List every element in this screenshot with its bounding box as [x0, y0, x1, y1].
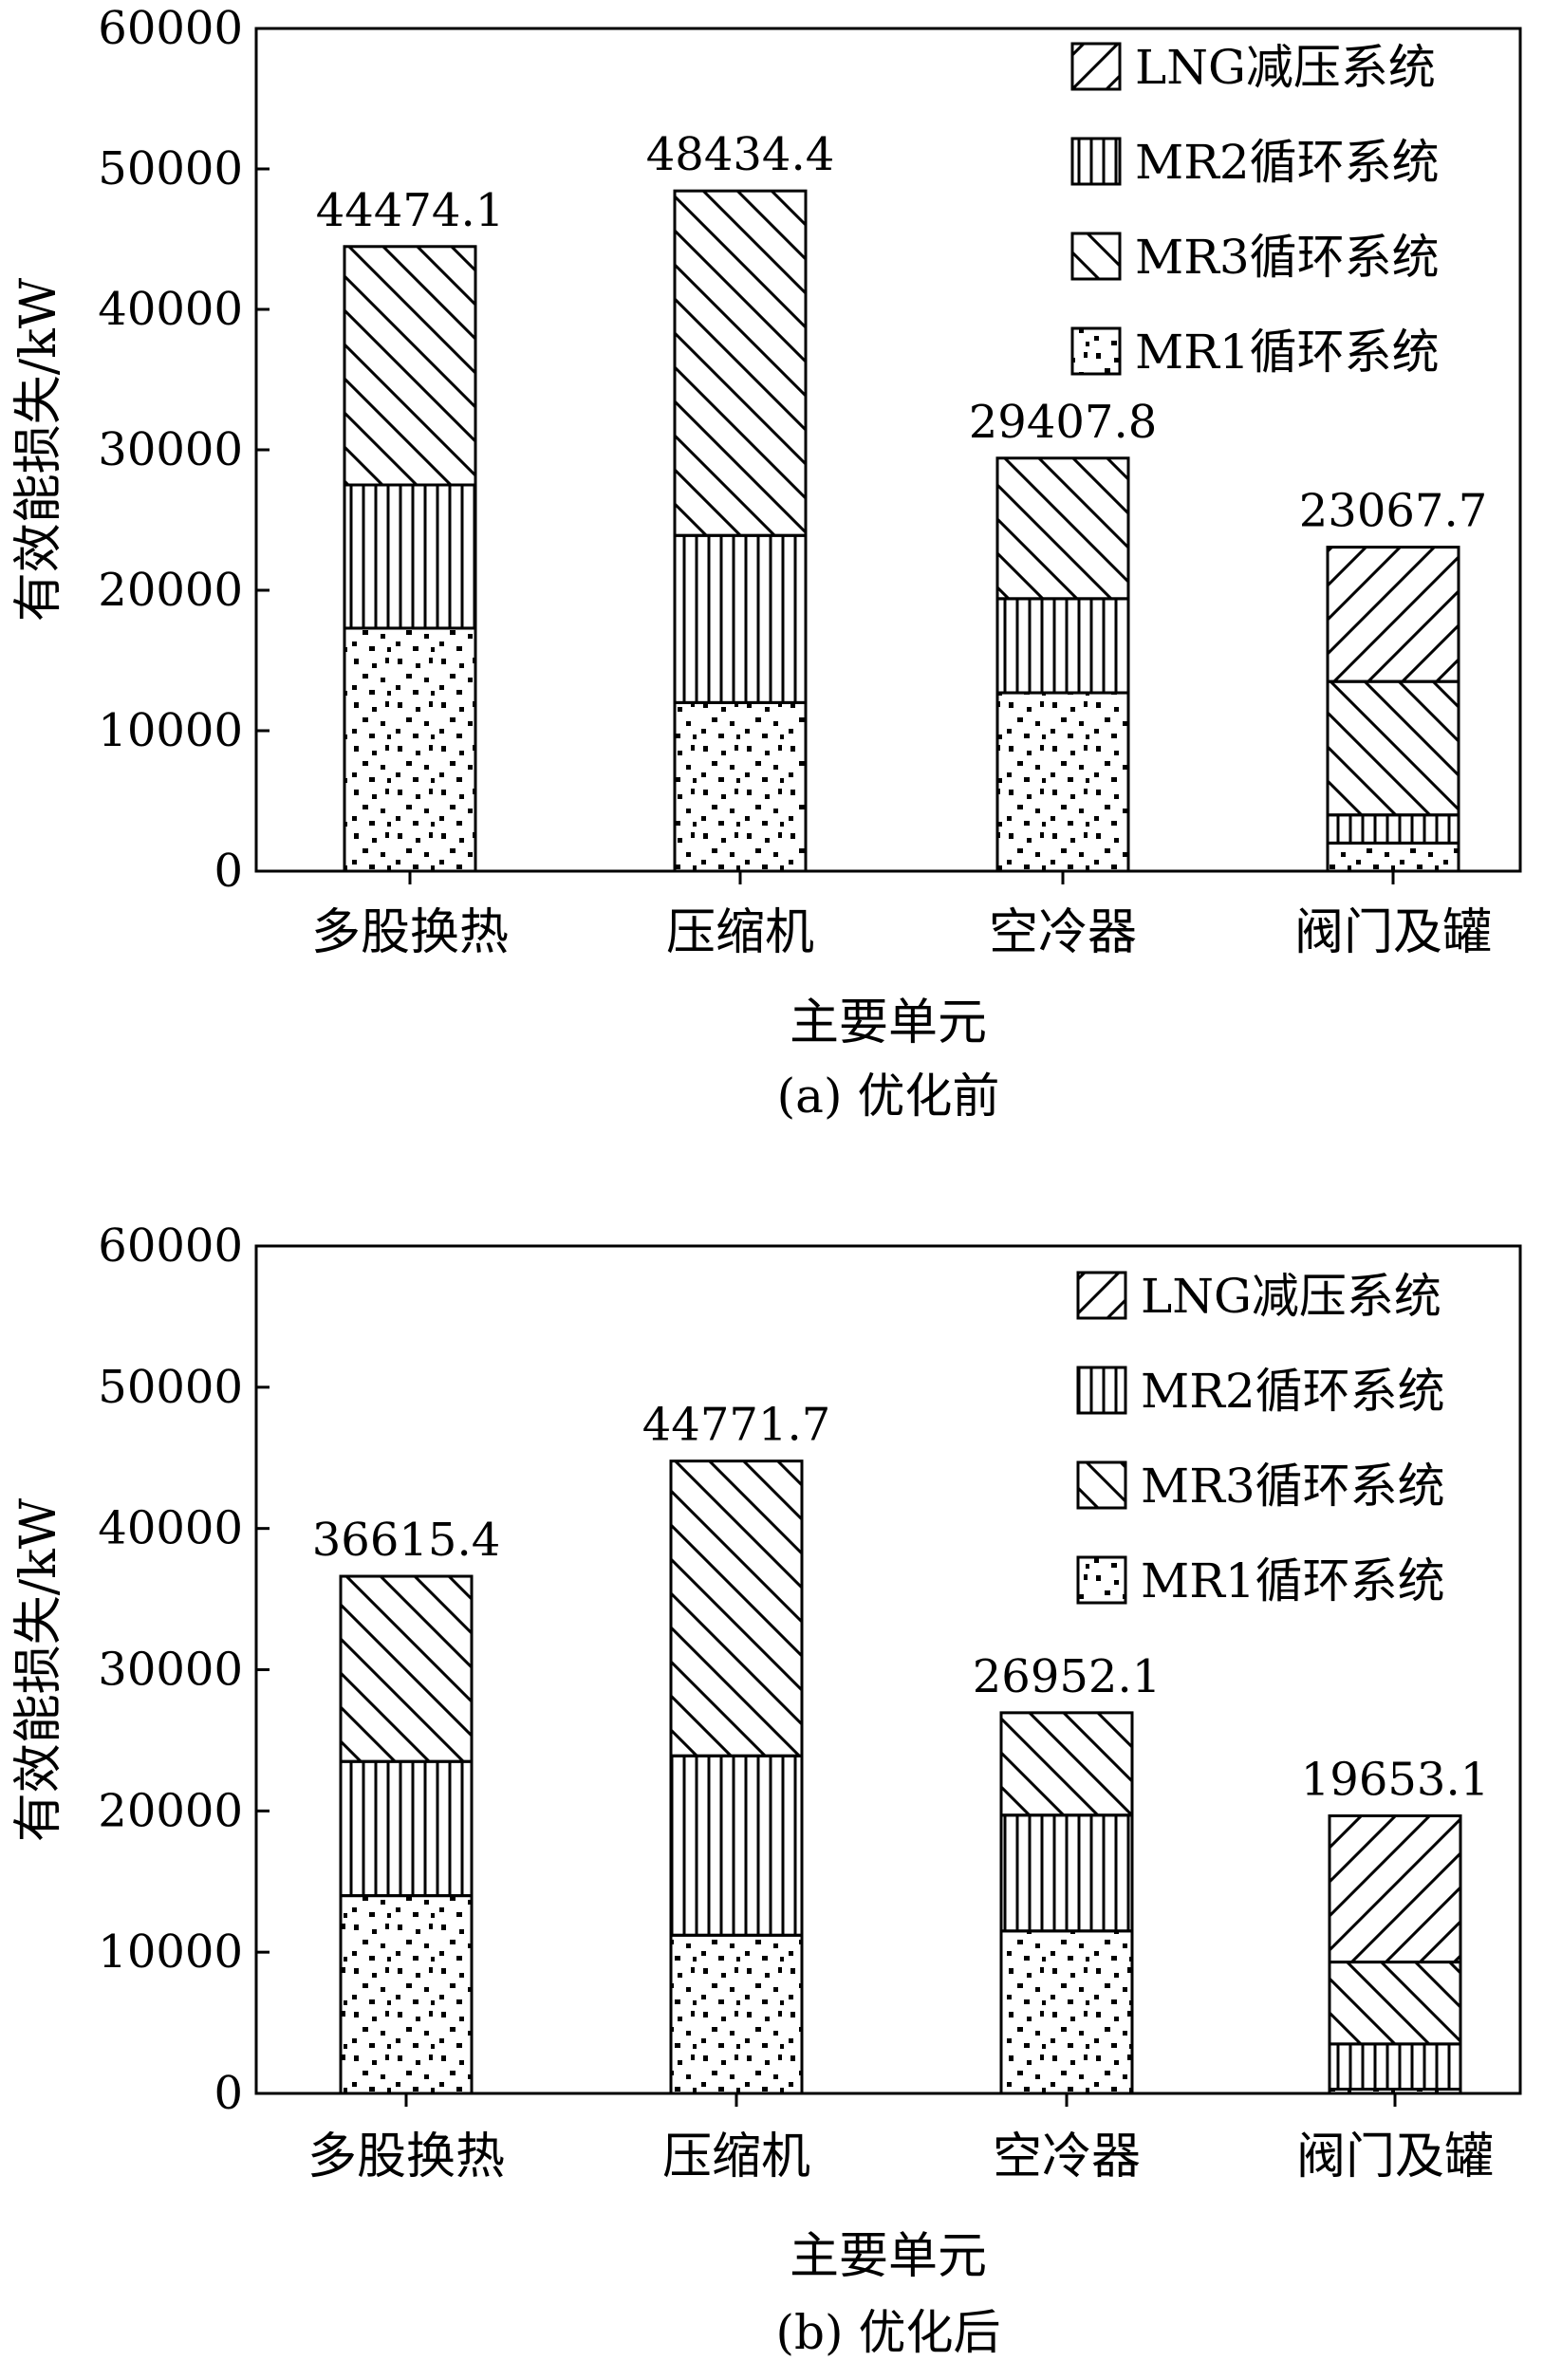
bar-segment-vertical — [673, 533, 808, 704]
y-tick-label: 30000 — [98, 423, 243, 476]
legend-label: MR3循环系统 — [1141, 1459, 1445, 1514]
bar-segment-slash — [1326, 546, 1460, 683]
bar-segment-vertical — [995, 597, 1130, 695]
y-axis: 0 10000 20000 30000 40000 50000 60000 — [98, 2, 270, 898]
category-label: 空冷器 — [993, 2129, 1141, 2185]
bar-segment-vertical — [343, 483, 477, 630]
bar-stacks — [343, 189, 1460, 873]
legend-swatch — [1070, 326, 1122, 376]
bar-total-label: 29407.8 — [969, 396, 1158, 449]
y-tick-label: 20000 — [98, 1784, 243, 1837]
bar-segment-dots — [995, 691, 1130, 873]
x-axis-categories: 多股换热 压缩机 空冷器 阀门及罐 — [307, 2093, 1494, 2185]
y-tick-label: 60000 — [98, 1219, 243, 1273]
y-tick-label: 50000 — [98, 1361, 243, 1414]
y-tick-label: 60000 — [98, 2, 243, 55]
bar-segment-slash — [1328, 1813, 1462, 1964]
bar-segment-dots — [339, 1894, 474, 2095]
category-label: 阀门及罐 — [1294, 904, 1492, 961]
y-axis-label: 有效能损失/kW — [10, 277, 67, 622]
bar-segment-vertical — [339, 1759, 474, 1898]
bar-segment-backslash — [999, 1711, 1134, 1817]
bar-total-label: 48434.4 — [646, 128, 835, 181]
bar-segment-backslash — [343, 245, 477, 487]
y-axis-label: 有效能损失/kW — [10, 1497, 67, 1842]
x-axis-categories: 多股换热 压缩机 空冷器 阀门及罐 — [311, 871, 1492, 961]
category-label: 压缩机 — [666, 904, 814, 961]
y-tick-label: 10000 — [98, 704, 243, 757]
bar-total-label: 44771.7 — [642, 1399, 831, 1452]
bar-segment-dots — [999, 1929, 1134, 2095]
bar-total-label: 19653.1 — [1301, 1753, 1490, 1806]
chart-panel-after: 0 10000 20000 30000 40000 50000 60000 36615.4 4… — [10, 1219, 1522, 2360]
legend-label: MR2循环系统 — [1135, 135, 1440, 190]
y-axis: 0 10000 20000 30000 40000 50000 60000 — [98, 1219, 270, 2120]
total-labels: 44474.1 48434.4 29407.8 23067.7 — [316, 128, 1488, 537]
legend-label: MR3循环系统 — [1135, 230, 1440, 285]
panel-caption: (b) 优化后 — [776, 2305, 1001, 2360]
bar-total-label: 44474.1 — [316, 184, 505, 237]
legend-swatch — [1076, 1366, 1127, 1415]
bar-total-label: 23067.7 — [1299, 485, 1488, 538]
category-label: 压缩机 — [662, 2129, 810, 2185]
bar-segment-vertical — [669, 1754, 804, 1937]
bar-segment-backslash — [995, 456, 1130, 601]
y-tick-label: 40000 — [98, 283, 243, 336]
category-label: 多股换热 — [311, 904, 509, 961]
y-tick-label: 30000 — [98, 1644, 243, 1697]
bar-segment-backslash — [673, 189, 808, 537]
y-tick-label: 50000 — [98, 142, 243, 195]
legend-swatch — [1070, 232, 1122, 281]
legend: LNG减压系统 MR2循环系统 MR3循环系统 MR1循环系统 — [1070, 40, 1440, 380]
bar-total-label: 26952.1 — [973, 1650, 1162, 1703]
legend-swatch — [1070, 42, 1122, 91]
x-axis-label: 主要单元 — [790, 995, 987, 1051]
bar-stacks — [339, 1460, 1462, 2095]
category-label: 空冷器 — [989, 904, 1137, 961]
bar-segment-backslash — [1326, 679, 1460, 817]
legend-swatch — [1076, 1555, 1127, 1605]
total-labels: 36615.4 44771.7 26952.1 19653.1 — [312, 1399, 1490, 1807]
category-label: 多股换热 — [307, 2129, 505, 2185]
bar-segment-dots — [669, 1933, 804, 2095]
x-axis-label: 主要单元 — [790, 2228, 987, 2285]
y-tick-label: 20000 — [98, 564, 243, 617]
y-tick-label: 0 — [214, 845, 243, 898]
bar-segment-dots — [343, 626, 477, 873]
legend-swatch — [1070, 137, 1122, 186]
legend-label: LNG减压系统 — [1141, 1269, 1441, 1324]
legend-swatch — [1076, 1460, 1127, 1510]
legend-label: MR2循环系统 — [1141, 1364, 1445, 1419]
bar-segment-dots — [673, 700, 808, 873]
bar-total-label: 36615.4 — [312, 1514, 501, 1567]
panel-caption: (a) 优化前 — [777, 1069, 1000, 1124]
bar-segment-vertical — [1326, 813, 1460, 845]
y-tick-label: 10000 — [98, 1925, 243, 1979]
y-tick-label: 0 — [214, 2067, 243, 2120]
legend-label: MR1循环系统 — [1135, 325, 1440, 380]
bar-segment-backslash — [1328, 1961, 1462, 2046]
bar-segment-vertical — [1328, 2042, 1462, 2092]
legend-label: LNG减压系统 — [1135, 40, 1436, 95]
bar-segment-dots — [1326, 841, 1460, 873]
legend: LNG减压系统 MR2循环系统 MR3循环系统 MR1循环系统 — [1076, 1269, 1445, 1608]
bar-segment-backslash — [339, 1574, 474, 1763]
bar-segment-vertical — [999, 1813, 1134, 1933]
legend-label: MR1循环系统 — [1141, 1553, 1445, 1608]
category-label: 阀门及罐 — [1296, 2129, 1494, 2185]
y-tick-label: 40000 — [98, 1502, 243, 1555]
bar-segment-backslash — [669, 1460, 804, 1757]
legend-swatch — [1076, 1271, 1127, 1320]
